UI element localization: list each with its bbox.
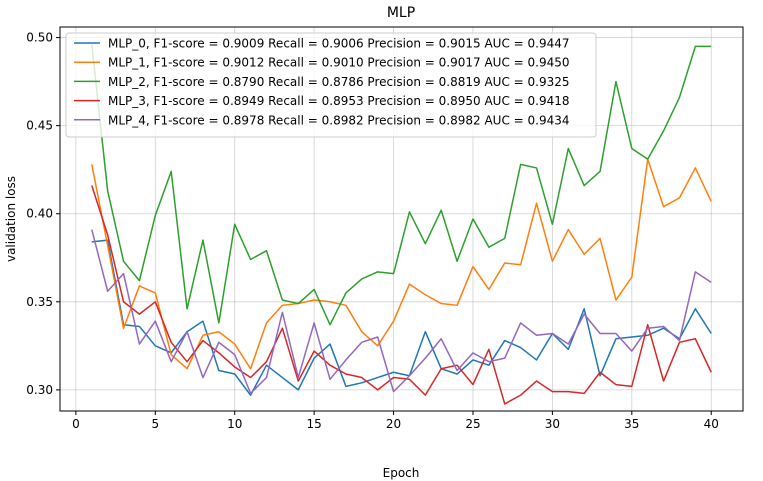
x-tick-label: 35 (624, 417, 639, 431)
x-axis: 0 5 10 15 20 25 30 35 40 (72, 411, 719, 431)
legend-label: MLP_3, F1-score = 0.8949 Recall = 0.8953… (108, 94, 570, 108)
legend-box (65, 32, 597, 138)
x-tick-label: 0 (72, 417, 80, 431)
y-axis-label: validation loss (4, 176, 18, 262)
chart-title: MLP (387, 5, 415, 21)
legend-label: MLP_2, F1-score = 0.8790 Recall = 0.8786… (108, 75, 570, 89)
plot-frame (59, 26, 744, 412)
y-tick-label: 0.40 (26, 207, 53, 221)
series-line-2 (91, 44, 712, 326)
legend-label: MLP_1, F1-score = 0.9012 Recall = 0.9010… (108, 56, 570, 70)
y-axis: 0.30 0.35 0.40 0.45 0.50 (26, 31, 60, 397)
x-tick-label: 40 (704, 417, 719, 431)
series-line-0 (91, 239, 712, 396)
legend-label: MLP_4, F1-score = 0.8978 Recall = 0.8982… (108, 113, 570, 127)
x-tick-label: 30 (545, 417, 560, 431)
legend-label: MLP_0, F1-score = 0.9009 Recall = 0.9006… (108, 37, 570, 51)
series-line-4 (91, 229, 712, 395)
y-tick-label: 0.50 (26, 31, 53, 45)
y-tick-label: 0.45 (26, 119, 53, 133)
y-tick-label: 0.30 (26, 383, 53, 397)
legend: MLP_0, F1-score = 0.9009 Recall = 0.9006… (65, 32, 597, 138)
x-tick-label: 20 (386, 417, 401, 431)
y-tick-label: 0.35 (26, 295, 53, 309)
x-axis-label: Epoch (383, 466, 420, 480)
x-tick-label: 10 (227, 417, 242, 431)
x-tick-label: 15 (306, 417, 321, 431)
x-tick-label: 5 (151, 417, 159, 431)
series-lines (91, 44, 712, 405)
x-tick-label: 25 (465, 417, 480, 431)
series-line-3 (91, 185, 712, 405)
